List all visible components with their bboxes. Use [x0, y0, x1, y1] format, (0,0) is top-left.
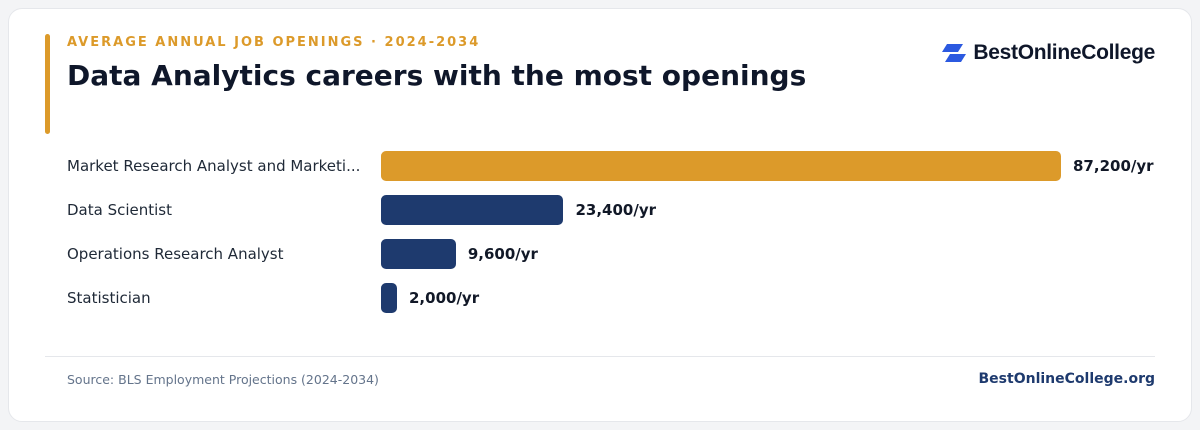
bar — [381, 283, 397, 313]
footer-divider — [45, 356, 1155, 357]
bar-row: Operations Research Analyst 9,600/yr — [67, 239, 1167, 271]
chart-card: AVERAGE ANNUAL JOB OPENINGS · 2024-2034 … — [8, 8, 1192, 422]
bar-row: Statistician 2,000/yr — [67, 283, 1167, 315]
value-label: 87,200/yr — [1073, 157, 1154, 175]
bar-row: Data Scientist 23,400/yr — [67, 195, 1167, 227]
brand-name: BestOnlineCollege — [973, 41, 1155, 64]
bar-chart: Market Research Analyst and Marketi... 87… — [67, 149, 1167, 319]
value-label: 9,600/yr — [467, 245, 538, 263]
accent-bar — [45, 34, 50, 134]
chart-title: Data Analytics careers with the most ope… — [67, 59, 807, 92]
brand-logo: BestOnlineCollege — [941, 41, 1155, 65]
category-label: Market Research Analyst and Marketi... — [67, 157, 361, 175]
category-label: Operations Research Analyst — [67, 245, 284, 263]
eyebrow-label: AVERAGE ANNUAL JOB OPENINGS · 2024-2034 — [67, 35, 481, 50]
value-label: 23,400/yr — [575, 201, 657, 219]
bar — [381, 151, 1061, 181]
category-label: Statistician — [67, 289, 151, 307]
category-label: Data Scientist — [67, 201, 172, 219]
bar-row: Market Research Analyst and Marketi... 87… — [67, 151, 1167, 183]
stacked-parallelogram-logo-icon — [942, 44, 967, 62]
value-label: 2,000/yr — [409, 289, 480, 307]
source-note: Source: BLS Employment Projections (2024… — [67, 372, 379, 387]
bar — [381, 239, 456, 269]
footer-site-link[interactable]: BestOnlineCollege.org — [978, 371, 1155, 387]
bar — [381, 195, 564, 225]
